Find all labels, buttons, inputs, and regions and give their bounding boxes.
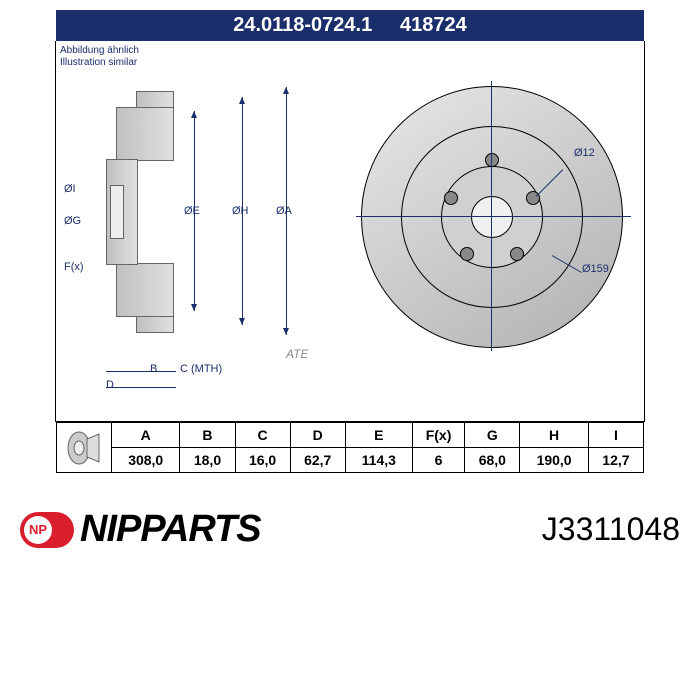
illustration-note: Abbildung ähnlich Illustration similar [60,45,139,69]
part-number-1: 24.0118-0724.1 [233,14,372,36]
dim-H: ØH [232,205,249,217]
val-I: 12,7 [588,448,643,473]
val-C: 16,0 [235,448,290,473]
col-E: E [345,423,412,448]
side-view: ØI ØG ØE ØH ØA F(x) B C (MTH) D [66,81,316,381]
val-F: 6 [412,448,464,473]
dim-Fx: F(x) [64,261,84,273]
ring-dia-label: Ø159 [582,263,609,275]
brand-row: NP NIPPARTS J3311048 [20,508,680,551]
table-icon [57,423,112,473]
dim-B: B [150,363,157,375]
col-B: B [180,423,235,448]
header-bar: 24.0118-0724.1 418724 [56,10,644,41]
dim-I: ØI [64,183,76,195]
val-H: 190,0 [520,448,588,473]
part-code: J3311048 [542,511,680,548]
val-E: 114,3 [345,448,412,473]
bolt-dia-label: Ø12 [574,147,595,159]
val-B: 18,0 [180,448,235,473]
col-I: I [588,423,643,448]
np-circle: NP [24,516,52,544]
col-D: D [290,423,345,448]
ate-logo: ATE [286,347,308,361]
val-G: 68,0 [465,448,520,473]
col-C: C [235,423,290,448]
dim-E: ØE [184,205,200,217]
dimensions-table: A B C D E F(x) G H I 308,0 18,0 16,0 62,… [56,422,644,473]
brand-name: NIPPARTS [80,508,261,551]
val-A: 308,0 [112,448,180,473]
dim-D: D [106,379,114,391]
col-H: H [520,423,588,448]
diagram-area: Abbildung ähnlich Illustration similar Ø… [55,41,645,422]
part-number-2: 418724 [400,14,467,36]
col-G: G [465,423,520,448]
dim-G: ØG [64,215,81,227]
val-D: 62,7 [290,448,345,473]
col-A: A [112,423,180,448]
col-F: F(x) [412,423,464,448]
np-badge: NP [20,512,74,548]
dim-A: ØA [276,205,292,217]
dim-C: C (MTH) [180,363,222,375]
front-view: Ø12 Ø159 [356,61,626,371]
